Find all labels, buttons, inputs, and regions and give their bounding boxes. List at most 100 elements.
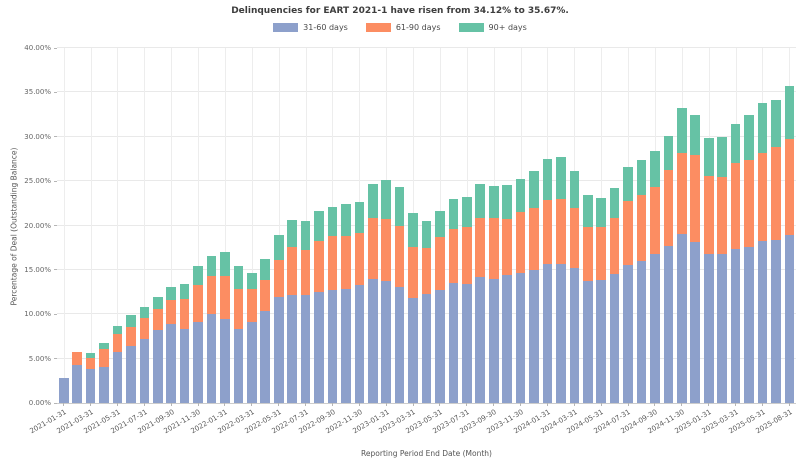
legend-label: 31-60 days <box>303 23 348 32</box>
bar-2023-05-31 <box>433 48 446 403</box>
bar-segment-31-60-days <box>381 280 392 403</box>
bar-segment-90-days <box>475 183 486 219</box>
bar-2024-04-30 <box>581 48 594 403</box>
bar-segment-31-60-days <box>730 249 741 403</box>
bar-segment-31-60-days <box>354 284 365 403</box>
y-tick-mark <box>54 313 57 315</box>
bar-segment-31-60-days <box>663 245 674 403</box>
bar-segment-31-60-days <box>744 246 754 403</box>
x-tick-mark <box>546 403 548 406</box>
bar-segment-31-60-days <box>609 274 620 403</box>
bar-segment-31-60-days <box>247 322 257 403</box>
bar-segment-90-days <box>300 221 311 251</box>
legend-label: 61-90 days <box>395 23 441 32</box>
bar-segment-31-60-days <box>341 288 351 403</box>
v-gridline <box>63 48 65 403</box>
bar-segment-90-days <box>556 157 566 199</box>
v-gridline <box>278 48 280 403</box>
bar-segment-90-days <box>85 353 96 358</box>
bar-segment-61-90-days <box>220 276 230 319</box>
bar-2024-03-31 <box>568 48 581 403</box>
bar-2021-07-31 <box>138 48 151 403</box>
bar-segment-31-60-days <box>85 369 96 403</box>
bar-2024-07-31 <box>621 48 634 403</box>
bar-segment-61-90-days <box>233 288 244 330</box>
bar-segment-31-60-days <box>166 324 177 403</box>
bar-segment-31-60-days <box>435 290 445 403</box>
bar-segment-61-90-days <box>260 279 271 311</box>
bar-2024-06-30 <box>608 48 621 403</box>
bar-2025-02-28 <box>715 48 728 403</box>
bar-segment-90-days <box>193 266 203 285</box>
bar-segment-90-days <box>596 198 607 228</box>
x-tick-mark <box>520 403 522 406</box>
bar-segment-90-days <box>394 187 405 226</box>
bar-2024-09-30 <box>648 48 661 403</box>
bar-segment-90-days <box>179 284 190 300</box>
bar-segment-31-60-days <box>475 276 486 403</box>
bar-segment-90-days <box>421 221 432 248</box>
x-tick-mark <box>224 403 226 406</box>
bar-segment-90-days <box>220 252 230 277</box>
x-tick-mark <box>305 403 307 406</box>
bar-segment-90-days <box>448 198 459 230</box>
bar-segment-61-90-days <box>488 218 499 279</box>
bar-2021-04-30 <box>97 48 110 403</box>
bar-segment-31-60-days <box>126 346 136 403</box>
bar-segment-90-days <box>435 211 445 238</box>
bar-2023-01-31 <box>380 48 393 403</box>
bar-segment-31-60-days <box>314 292 324 403</box>
bar-segment-31-60-days <box>139 339 150 403</box>
bar-segment-61-90-days <box>126 326 136 347</box>
bar-segment-90-days <box>515 179 526 213</box>
bar-segment-61-90-days <box>354 232 365 285</box>
bar-segment-90-days <box>166 286 177 301</box>
bar-segment-31-60-days <box>784 235 795 403</box>
bars-layer <box>57 48 796 403</box>
bar-segment-61-90-days <box>327 236 338 291</box>
x-tick-mark <box>761 403 763 406</box>
bar-segment-90-days <box>287 220 297 247</box>
bar-segment-90-days <box>569 171 580 208</box>
bar-2021-10-31 <box>178 48 191 403</box>
bar-segment-61-90-days <box>556 198 566 264</box>
v-gridline <box>171 48 173 403</box>
bar-segment-31-60-days <box>677 234 687 403</box>
x-tick-mark <box>573 403 575 406</box>
bar-segment-31-60-days <box>623 265 633 403</box>
bar-2022-03-31 <box>245 48 258 403</box>
bar-segment-61-90-days <box>529 207 539 270</box>
x-tick-mark <box>412 403 414 406</box>
bar-segment-61-90-days <box>757 152 768 241</box>
bar-2025-01-31 <box>702 48 715 403</box>
bar-2021-08-31 <box>151 48 164 403</box>
y-tick-mark <box>54 136 57 138</box>
bar-2025-04-30 <box>742 48 755 403</box>
bar-segment-31-60-days <box>273 297 284 403</box>
v-gridline <box>198 48 200 403</box>
bar-2023-03-31 <box>406 48 419 403</box>
bar-segment-61-90-days <box>99 348 109 367</box>
x-tick-mark <box>90 403 92 406</box>
bar-2023-06-30 <box>447 48 460 403</box>
bar-segment-61-90-days <box>367 217 378 279</box>
plot-area: 0.00% 5.00% 10.00% 15.00% 20.00% 25.00% 30.00%… <box>24 44 796 435</box>
bar-segment-31-60-days <box>771 239 781 403</box>
bar-segment-31-60-days <box>72 364 82 403</box>
y-tick-label: 20.00% <box>24 221 51 230</box>
bar-segment-31-60-days <box>515 273 526 403</box>
bar-2023-11-30 <box>514 48 527 403</box>
x-tick-mark <box>735 403 737 406</box>
bar-2023-07-31 <box>460 48 473 403</box>
bar-segment-61-90-days <box>744 159 754 247</box>
y-tick-label: 30.00% <box>24 132 51 141</box>
bar-segment-31-60-days <box>757 240 768 403</box>
bar-segment-90-days <box>488 186 499 219</box>
bar-segment-31-60-days <box>112 351 123 403</box>
chart-legend: 31-60 days 61-90 days 90+ days <box>0 23 800 32</box>
bar-segment-90-days <box>609 188 620 219</box>
bar-segment-90-days <box>341 204 351 237</box>
bar-segment-90-days <box>757 103 768 153</box>
bar-segment-31-60-days <box>193 322 203 403</box>
bar-segment-90-days <box>408 213 418 247</box>
